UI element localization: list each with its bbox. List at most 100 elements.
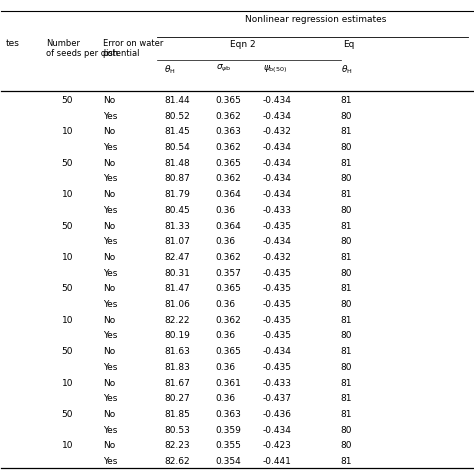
Text: 81.85: 81.85 [164, 410, 190, 419]
Text: No: No [103, 96, 115, 105]
Text: 81.48: 81.48 [164, 159, 190, 168]
Text: 81.79: 81.79 [164, 190, 190, 199]
Text: tes: tes [6, 38, 20, 47]
Text: $\theta_\mathrm{H}$: $\theta_\mathrm{H}$ [164, 63, 175, 76]
Text: 81.44: 81.44 [164, 96, 190, 105]
Text: 81: 81 [341, 190, 352, 199]
Text: 50: 50 [62, 347, 73, 356]
Text: Yes: Yes [103, 269, 117, 278]
Text: 0.36: 0.36 [216, 331, 236, 340]
Text: Yes: Yes [103, 206, 117, 215]
Text: Yes: Yes [103, 300, 117, 309]
Text: 80: 80 [341, 300, 352, 309]
Text: -0.435: -0.435 [263, 363, 292, 372]
Text: -0.435: -0.435 [263, 221, 292, 230]
Text: No: No [103, 221, 115, 230]
Text: No: No [103, 379, 115, 388]
Text: 80: 80 [341, 237, 352, 246]
Text: 0.36: 0.36 [216, 237, 236, 246]
Text: No: No [103, 190, 115, 199]
Text: 0.363: 0.363 [216, 127, 242, 136]
Text: No: No [103, 316, 115, 325]
Text: -0.435: -0.435 [263, 269, 292, 278]
Text: 80.45: 80.45 [164, 206, 190, 215]
Text: 0.363: 0.363 [216, 410, 242, 419]
Text: No: No [103, 347, 115, 356]
Text: 80.19: 80.19 [164, 331, 190, 340]
Text: -0.434: -0.434 [263, 174, 292, 183]
Text: -0.435: -0.435 [263, 284, 292, 293]
Text: -0.434: -0.434 [263, 237, 292, 246]
Text: 80: 80 [341, 426, 352, 435]
Text: 0.364: 0.364 [216, 190, 242, 199]
Text: 80.27: 80.27 [164, 394, 190, 403]
Text: 0.362: 0.362 [216, 111, 242, 120]
Text: 81: 81 [341, 316, 352, 325]
Text: 82.23: 82.23 [164, 441, 190, 450]
Text: -0.435: -0.435 [263, 300, 292, 309]
Text: -0.433: -0.433 [263, 206, 292, 215]
Text: 81: 81 [341, 410, 352, 419]
Text: -0.434: -0.434 [263, 347, 292, 356]
Text: 50: 50 [62, 410, 73, 419]
Text: $\theta_\mathrm{H}$: $\theta_\mathrm{H}$ [341, 63, 352, 76]
Text: 81.45: 81.45 [164, 127, 190, 136]
Text: No: No [103, 410, 115, 419]
Text: -0.436: -0.436 [263, 410, 292, 419]
Text: 0.365: 0.365 [216, 347, 242, 356]
Text: Eqn 2: Eqn 2 [230, 39, 255, 48]
Text: $\sigma_{\psi\mathrm{b}}$: $\sigma_{\psi\mathrm{b}}$ [216, 63, 231, 74]
Text: 81: 81 [341, 379, 352, 388]
Text: Eq: Eq [343, 39, 355, 48]
Text: 0.365: 0.365 [216, 284, 242, 293]
Text: No: No [103, 253, 115, 262]
Text: 81: 81 [341, 96, 352, 105]
Text: -0.432: -0.432 [263, 127, 292, 136]
Text: 81: 81 [341, 394, 352, 403]
Text: 81: 81 [341, 457, 352, 466]
Text: -0.435: -0.435 [263, 316, 292, 325]
Text: 0.362: 0.362 [216, 143, 242, 152]
Text: 0.354: 0.354 [216, 457, 242, 466]
Text: 81: 81 [341, 347, 352, 356]
Text: Yes: Yes [103, 237, 117, 246]
Text: -0.434: -0.434 [263, 143, 292, 152]
Text: 80: 80 [341, 441, 352, 450]
Text: Yes: Yes [103, 426, 117, 435]
Text: 80.87: 80.87 [164, 174, 190, 183]
Text: 81: 81 [341, 253, 352, 262]
Text: 81.67: 81.67 [164, 379, 190, 388]
Text: No: No [103, 127, 115, 136]
Text: 10: 10 [62, 441, 73, 450]
Text: 80.54: 80.54 [164, 143, 190, 152]
Text: -0.435: -0.435 [263, 331, 292, 340]
Text: 0.36: 0.36 [216, 363, 236, 372]
Text: 0.359: 0.359 [216, 426, 242, 435]
Text: Yes: Yes [103, 111, 117, 120]
Text: -0.433: -0.433 [263, 379, 292, 388]
Text: 81.33: 81.33 [164, 221, 190, 230]
Text: -0.434: -0.434 [263, 159, 292, 168]
Text: -0.437: -0.437 [263, 394, 292, 403]
Text: 81: 81 [341, 159, 352, 168]
Text: 80: 80 [341, 206, 352, 215]
Text: 82.47: 82.47 [164, 253, 190, 262]
Text: 0.365: 0.365 [216, 96, 242, 105]
Text: Yes: Yes [103, 363, 117, 372]
Text: Yes: Yes [103, 457, 117, 466]
Text: Yes: Yes [103, 394, 117, 403]
Text: 0.355: 0.355 [216, 441, 242, 450]
Text: No: No [103, 284, 115, 293]
Text: 82.62: 82.62 [164, 457, 190, 466]
Text: 10: 10 [62, 253, 73, 262]
Text: Yes: Yes [103, 174, 117, 183]
Text: 81: 81 [341, 284, 352, 293]
Text: $\psi_{\mathrm{b}(50)}$: $\psi_{\mathrm{b}(50)}$ [263, 63, 287, 75]
Text: 50: 50 [62, 284, 73, 293]
Text: 80: 80 [341, 143, 352, 152]
Text: 82.22: 82.22 [164, 316, 190, 325]
Text: 50: 50 [62, 159, 73, 168]
Text: 10: 10 [62, 127, 73, 136]
Text: 0.36: 0.36 [216, 206, 236, 215]
Text: 10: 10 [62, 316, 73, 325]
